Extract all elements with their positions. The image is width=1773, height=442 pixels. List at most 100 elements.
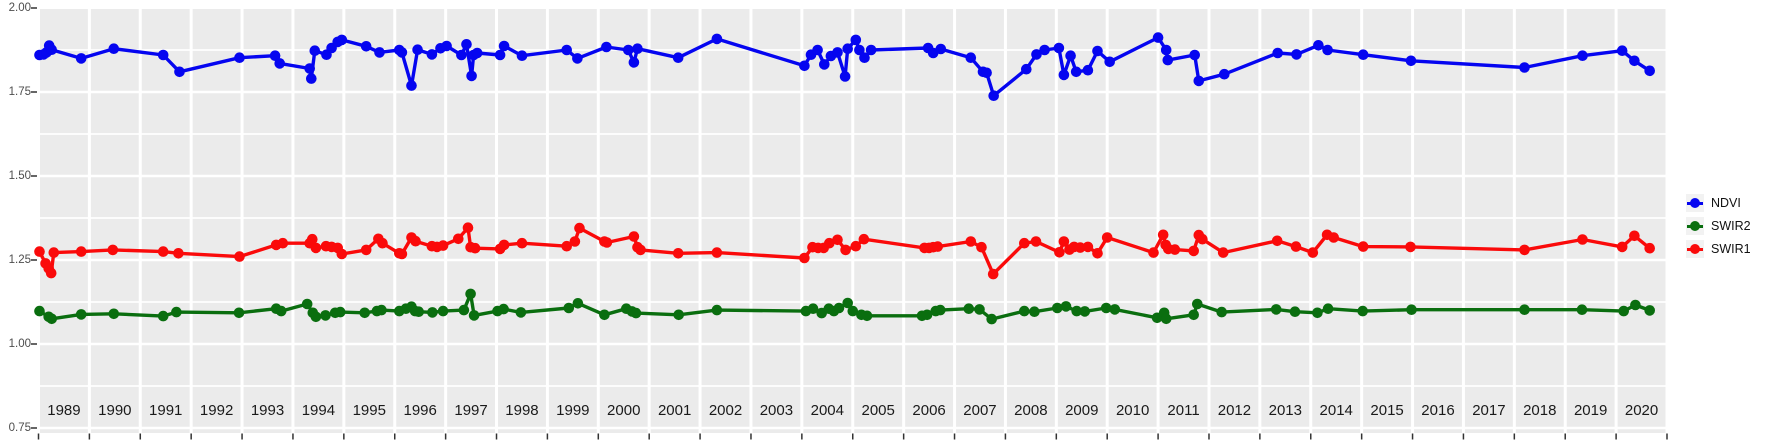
data-point-ndvi <box>1322 44 1333 56</box>
x-axis-label: 2017 <box>1472 402 1506 419</box>
x-axis-label: 2013 <box>1268 402 1302 419</box>
data-point-swir1 <box>1188 245 1199 257</box>
x-axis-label: 1994 <box>301 402 336 419</box>
data-point-swir2 <box>310 311 322 323</box>
data-point-swir1 <box>635 244 646 256</box>
x-axis-label: 2003 <box>759 402 794 419</box>
data-point-ndvi <box>812 44 823 56</box>
y-axis-label: 1.50 <box>8 170 31 182</box>
data-point-ndvi <box>1160 44 1172 56</box>
x-axis-label: 2015 <box>1370 402 1404 419</box>
data-point-swir2 <box>1029 306 1040 318</box>
data-point-swir2 <box>1160 313 1172 325</box>
data-point-ndvi <box>832 47 843 58</box>
x-axis-label: 1989 <box>47 402 81 419</box>
data-point-ndvi <box>1313 40 1324 51</box>
data-point-ndvi <box>374 47 385 58</box>
data-point-swir1 <box>601 237 613 248</box>
data-point-ndvi <box>859 52 870 63</box>
data-point-ndvi <box>623 44 634 56</box>
data-point-swir2 <box>563 302 575 314</box>
x-axis-label: 1995 <box>352 402 386 419</box>
data-point-swir1 <box>336 248 348 260</box>
data-point-ndvi <box>46 44 57 55</box>
data-point-ndvi <box>304 63 316 74</box>
data-point-ndvi <box>1053 42 1065 54</box>
data-point-swir1 <box>377 237 388 249</box>
x-axis-label: 2002 <box>708 402 743 419</box>
data-point-swir1 <box>799 252 810 264</box>
data-point-swir1 <box>569 236 581 247</box>
data-point-swir2 <box>157 310 169 322</box>
data-point-ndvi <box>632 43 643 54</box>
data-point-swir1 <box>1577 234 1588 245</box>
data-point-swir1 <box>1054 247 1065 258</box>
data-point-swir1 <box>360 244 372 256</box>
data-point-swir2 <box>413 306 425 318</box>
data-point-swir1 <box>932 241 943 252</box>
data-point-swir2 <box>1071 305 1082 317</box>
x-axis-label: 1993 <box>250 402 285 419</box>
legend-key-swir1 <box>1686 240 1704 258</box>
data-point-swir1 <box>1074 242 1086 253</box>
data-point-swir1 <box>516 237 528 249</box>
data-point-ndvi <box>1272 47 1283 59</box>
data-point-ndvi <box>799 60 810 72</box>
data-point-swir1 <box>1217 247 1229 258</box>
x-axis-label: 1996 <box>403 402 437 419</box>
data-point-swir1 <box>469 242 481 254</box>
x-axis-label: 2020 <box>1624 402 1659 419</box>
legend-label-swir2: SWIR2 <box>1711 219 1751 233</box>
data-point-ndvi <box>601 41 612 53</box>
data-point-swir1 <box>310 242 322 254</box>
data-point-ndvi <box>628 57 640 68</box>
x-axis-label: 2000 <box>607 402 641 419</box>
x-axis-label: 1998 <box>505 402 539 419</box>
y-axis-label: 1.00 <box>8 338 31 350</box>
data-point-swir1 <box>672 248 684 259</box>
data-point-swir1 <box>574 222 585 234</box>
x-axis-label: 2004 <box>810 402 844 419</box>
data-point-ndvi <box>839 71 851 82</box>
data-point-ndvi <box>157 49 169 61</box>
data-point-ndvi <box>306 73 317 84</box>
data-point-swir1 <box>1058 236 1070 247</box>
data-point-swir1 <box>173 248 184 259</box>
x-axis-label: 1999 <box>556 402 590 419</box>
x-axis-label: 2014 <box>1319 402 1353 419</box>
data-point-swir2 <box>427 307 438 318</box>
data-point-swir1 <box>410 235 421 247</box>
data-point-ndvi <box>711 33 723 45</box>
data-point-swir2 <box>1079 306 1091 317</box>
data-point-swir1 <box>277 237 289 249</box>
y-axis-label: 1.25 <box>8 254 31 266</box>
data-point-swir1 <box>48 247 60 258</box>
x-axis-label: 1990 <box>98 402 132 419</box>
legend-item-ndvi: NDVI <box>1686 194 1751 212</box>
data-point-swir2 <box>75 309 87 320</box>
data-point-swir1 <box>1616 241 1628 253</box>
data-point-ndvi <box>456 49 467 61</box>
legend-label-ndvi: NDVI <box>1711 196 1741 210</box>
data-point-ndvi <box>234 52 245 63</box>
data-point-swir2 <box>847 305 859 317</box>
data-point-swir1 <box>498 239 510 251</box>
data-point-ndvi <box>1162 54 1174 66</box>
data-point-swir2 <box>233 307 245 319</box>
data-point-swir1 <box>824 237 835 249</box>
data-point-ndvi <box>461 39 472 50</box>
legend-item-swir1: SWIR1 <box>1686 240 1751 258</box>
data-point-swir1 <box>396 248 408 260</box>
data-point-swir2 <box>1312 307 1323 319</box>
data-point-ndvi <box>1021 63 1032 75</box>
data-point-swir2 <box>1322 303 1334 315</box>
data-point-swir1 <box>840 244 851 256</box>
data-point-ndvi <box>1616 45 1628 56</box>
data-point-ndvi <box>1629 55 1640 67</box>
data-point-swir2 <box>673 309 684 321</box>
data-point-ndvi <box>441 40 452 52</box>
data-point-swir2 <box>1289 306 1301 318</box>
x-axis-label: 2008 <box>1014 402 1048 419</box>
data-point-ndvi <box>1405 55 1417 67</box>
